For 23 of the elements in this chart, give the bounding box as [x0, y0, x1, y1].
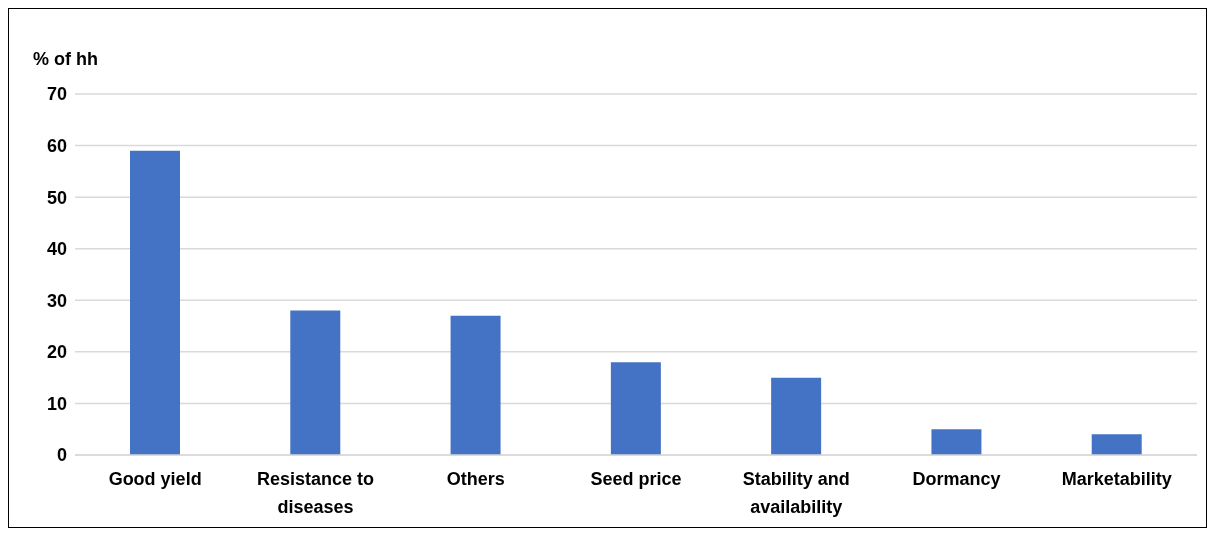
x-tick-label: Marketability [1061, 469, 1172, 489]
bar [610, 362, 661, 455]
x-tick-label: Dormancy [912, 469, 1001, 489]
y-axis-title: % of hh [33, 49, 98, 70]
bar [130, 150, 180, 455]
y-tick-label: 30 [46, 290, 67, 311]
bar [450, 315, 501, 455]
x-tick-label: Others [446, 469, 505, 489]
y-tick-label: 40 [46, 239, 67, 260]
y-tick-label: 60 [46, 135, 67, 156]
y-tick-label: 10 [46, 393, 67, 414]
x-tick-label: Good yield [108, 469, 202, 489]
y-tick-label: 70 [46, 84, 67, 105]
y-tick-label: 0 [56, 445, 67, 466]
bar [290, 310, 341, 455]
y-tick-label: 50 [46, 187, 67, 208]
bar [1091, 434, 1142, 455]
y-tick-label: 20 [46, 342, 67, 363]
x-tick-label: Resistance to diseases [256, 469, 374, 517]
bar [931, 429, 982, 455]
x-tick-label: Stability and availability [742, 469, 850, 517]
bar [771, 377, 822, 455]
x-tick-label: Seed price [590, 469, 682, 489]
